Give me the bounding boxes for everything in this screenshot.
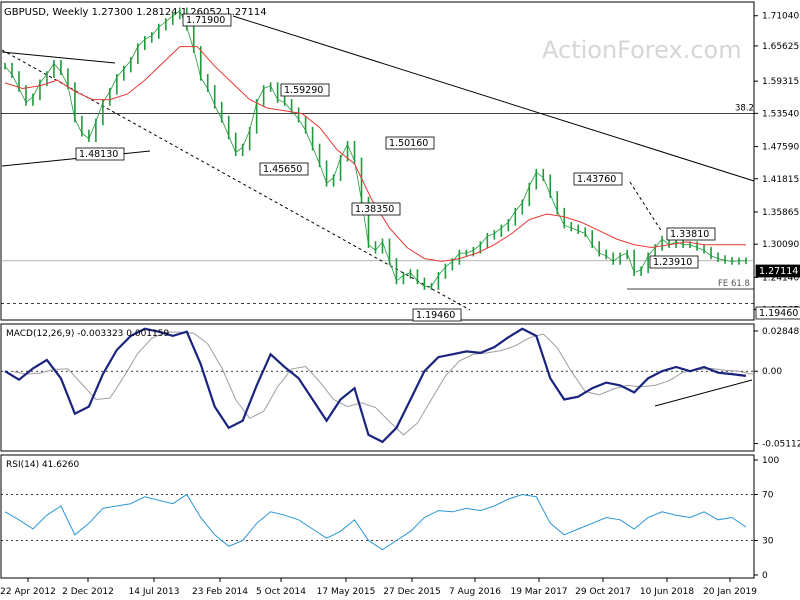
falling-trendline xyxy=(232,15,755,182)
rsi-y-tick-label: 100 xyxy=(762,456,779,466)
price-panel-frame xyxy=(0,1,755,321)
label-1-23910-box xyxy=(649,255,699,269)
price-y-tick-label: 1.53540 xyxy=(762,109,799,119)
x-tick-label: 14 Jul 2013 xyxy=(129,587,180,597)
upper-wedge-line xyxy=(1,51,116,64)
macd-trendline xyxy=(654,379,753,407)
label-1-43760: 1.43760 xyxy=(577,174,616,185)
label-1-45650-box xyxy=(259,162,309,176)
x-tick-label: 5 Oct 2014 xyxy=(256,587,306,597)
header-symbol-text: GBPUSD xyxy=(4,7,46,18)
x-tick-label: 10 Jun 2018 xyxy=(640,587,694,597)
price-annotations: 1.71900 1.59290 1.48130 1.45650 1.50160 1.383… xyxy=(75,13,800,322)
label-1-33810-box xyxy=(666,227,716,241)
macd-line xyxy=(4,327,747,444)
label-fe-61-8: FE 61.8 xyxy=(718,279,750,289)
x-tick-label: 23 Feb 2014 xyxy=(192,587,248,597)
price-y-tick-label: 1.47590 xyxy=(762,143,799,153)
rsi-panel-frame xyxy=(0,454,755,579)
rsi-line xyxy=(4,493,747,551)
price-y-tick-label: 1.35865 xyxy=(762,208,799,218)
label-low-1-19460: 1.19460 xyxy=(416,310,455,321)
rsi-title: RSI(14) 41.6260 xyxy=(6,460,79,470)
price-y-tick-label: 1.59315 xyxy=(762,77,799,87)
x-axis: 22 Apr 2012 2 Dec 2012 14 Jul 2013 23 Feb 2… xyxy=(0,578,757,597)
label-current-price: 1.27114 xyxy=(759,266,798,277)
x-tick-label: 29 Oct 2017 xyxy=(575,587,631,597)
price-y-tick-label: 1.41815 xyxy=(762,175,799,185)
label-1-38350: 1.38350 xyxy=(355,204,394,215)
macd-y-tick-label: -0.051125 xyxy=(762,440,800,450)
label-low-1-19460-box xyxy=(412,308,462,322)
label-1-48130: 1.48130 xyxy=(79,149,118,160)
fe-projection-line xyxy=(629,181,663,233)
label-1-59290: 1.59290 xyxy=(284,85,323,96)
macd-panel: 0.028489 0.00 -0.051125 xyxy=(1,327,800,450)
label-1-45650: 1.45650 xyxy=(263,164,302,175)
label-1-38350-box xyxy=(351,202,401,216)
label-1-59290-box xyxy=(280,83,330,97)
label-high-1-71900-box xyxy=(182,13,232,27)
ema-series-line xyxy=(4,46,746,262)
dashed-channel-line xyxy=(1,49,471,311)
price-y-tick-label: 1.24140 xyxy=(762,273,799,283)
label-high-1-71900: 1.71900 xyxy=(186,15,225,26)
rsi-y-tick-label: 70 xyxy=(762,491,774,501)
header-timeframe: Weekly xyxy=(52,7,88,18)
x-tick-label: 22 Apr 2012 xyxy=(0,587,56,597)
price-y-tick-label: 1.65625 xyxy=(762,42,799,52)
label-1-50160-box xyxy=(385,136,435,150)
x-tick-label: 20 Jan 2019 xyxy=(703,587,757,597)
rsi-y-tick-label: 30 xyxy=(762,537,774,547)
x-tick-label: 2 Dec 2012 xyxy=(62,587,114,597)
label-1-23910: 1.23910 xyxy=(653,257,692,268)
macd-panel-frame xyxy=(0,323,755,452)
x-tick-label: 17 May 2015 xyxy=(317,587,376,597)
rsi-panel: 100 70 30 0 xyxy=(1,456,779,581)
price-y-axis: 1.71040 1.65625 1.59315 1.53540 1.47590 1.418… xyxy=(754,12,799,316)
rsi-y-tick-label: 0 xyxy=(762,571,768,581)
label-support-1-19460-box xyxy=(755,306,800,320)
label-1-48130-box xyxy=(75,147,125,161)
label-1-33810: 1.33810 xyxy=(670,229,709,240)
macd-signal-line xyxy=(11,331,754,436)
x-tick-label: 7 Aug 2016 xyxy=(449,587,501,597)
price-series-line xyxy=(4,10,746,287)
price-y-tick-label: 1.71040 xyxy=(762,12,799,22)
label-38-2: 38.2 xyxy=(735,103,754,113)
x-tick-label: 19 Mar 2017 xyxy=(510,587,567,597)
watermark: ActionForex.com xyxy=(542,36,742,64)
macd-title: MACD(12,26,9) -0.003323 0.001159 xyxy=(6,329,169,339)
macd-y-tick-label: 0.00 xyxy=(762,367,782,377)
label-support-1-19460: 1.19460 xyxy=(759,308,798,319)
label-1-50160: 1.50160 xyxy=(389,138,428,149)
label-current-price-box xyxy=(755,264,800,278)
macd-y-tick-label: 0.028489 xyxy=(762,327,800,337)
price-y-tick-label: 1.30090 xyxy=(762,240,799,250)
x-tick-label: 27 Dec 2015 xyxy=(383,587,441,597)
label-1-43760-box xyxy=(573,172,623,186)
